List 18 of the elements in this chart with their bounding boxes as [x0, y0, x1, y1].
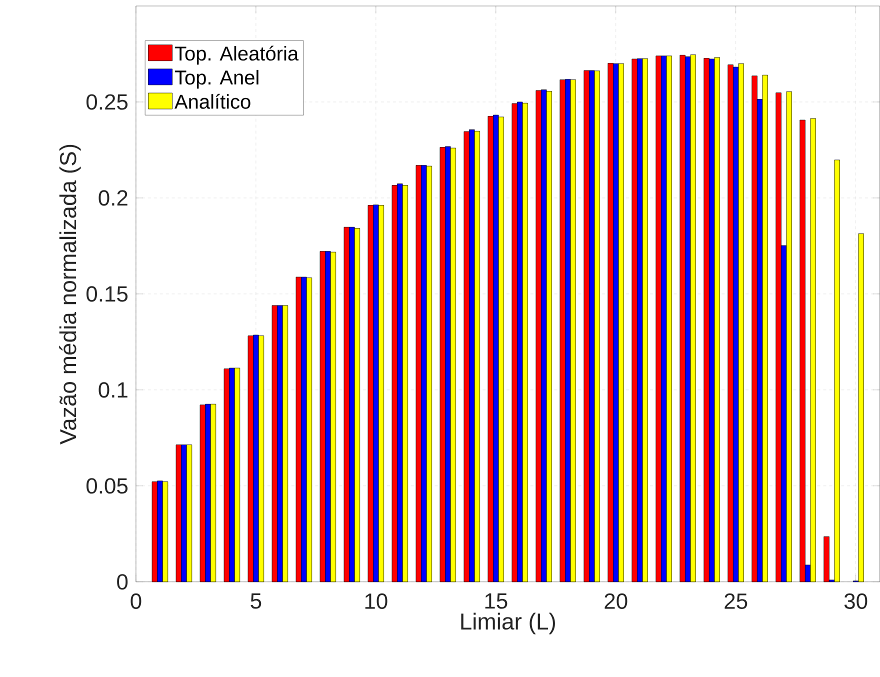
- y-axis-title: Vazão média normalizada (S): [59, 144, 81, 445]
- x-tick-label: 15: [485, 593, 508, 609]
- x-tick-label: 30: [844, 593, 868, 610]
- y-tick-label: 0.15: [86, 286, 128, 302]
- legend-label: Top. Aleatória: [174, 46, 299, 65]
- x-axis-title: Limiar (L): [461, 612, 555, 634]
- y-tick-label: 0.25: [86, 94, 128, 110]
- x-tick-label: 10: [365, 593, 388, 610]
- x-tick-label: 5: [250, 593, 262, 609]
- y-tick-label: 0: [117, 574, 128, 590]
- y-tick-label: 0.05: [86, 478, 128, 494]
- x-tick-label: 25: [724, 593, 748, 610]
- y-tick-label: 0.2: [98, 190, 128, 206]
- legend-label: Top. Anel: [174, 70, 258, 89]
- legend-label: Analítico: [174, 94, 250, 109]
- y-tick-label: 0.1: [98, 382, 128, 398]
- x-tick-label: 20: [604, 593, 628, 610]
- x-tick-label: 0: [130, 593, 142, 610]
